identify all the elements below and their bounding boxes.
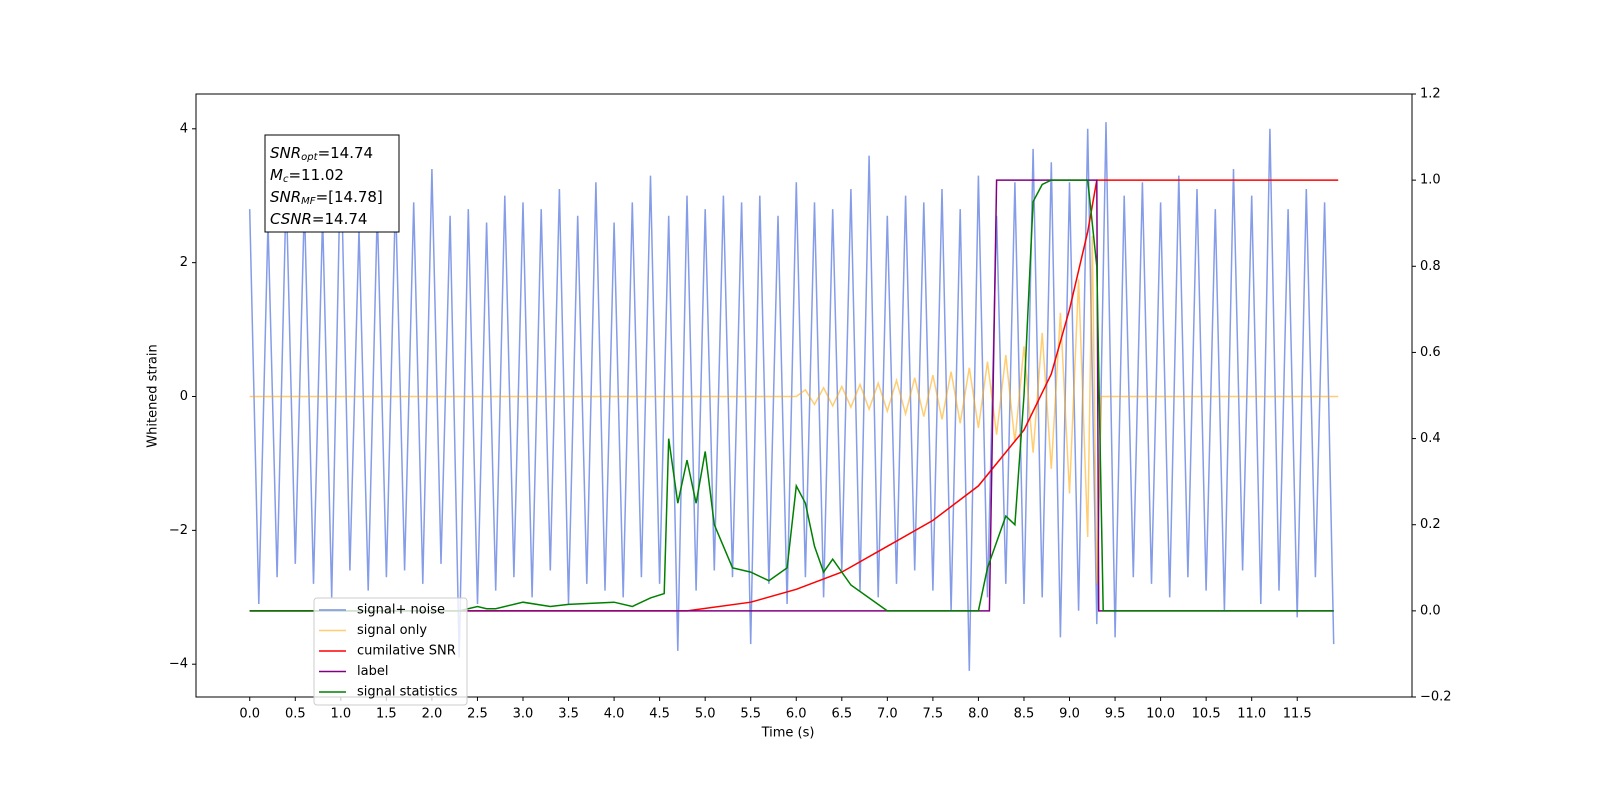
x-tick-label: 3.0 <box>513 707 534 722</box>
annotation-line: SNRopt=14.74 <box>270 144 373 164</box>
legend-label: cumilative SNR <box>357 644 456 659</box>
annotation-value: =[14.78] <box>316 188 383 206</box>
y2-tick-label: −0.2 <box>1420 690 1452 705</box>
x-tick-label: 3.5 <box>558 707 579 722</box>
annotation-subscript: MF <box>301 196 316 207</box>
x-tick-label: 10.0 <box>1146 707 1175 722</box>
series-line <box>249 179 1339 612</box>
x-tick-label: 0.0 <box>239 707 260 722</box>
x-tick-label: 7.5 <box>923 707 944 722</box>
y-axis-label: Whitened strain <box>146 344 161 447</box>
annotation-value: =11.02 <box>288 166 344 184</box>
x-tick-label: 9.5 <box>1105 707 1126 722</box>
legend-box <box>313 597 468 706</box>
y2-tick-label: 1.0 <box>1420 173 1441 188</box>
y2-tick-label: 0.2 <box>1420 517 1441 532</box>
x-tick-label: 8.0 <box>968 707 989 722</box>
annotation-line: Mc=11.02 <box>270 166 344 186</box>
x-tick-label: 4.0 <box>604 707 625 722</box>
annotation-symbol: SNR <box>270 188 301 206</box>
annotation-line: SNRMF=[14.78] <box>270 188 383 208</box>
y-tick-label: 2 <box>180 255 188 270</box>
y2-tick-label: 0.6 <box>1420 345 1441 360</box>
y2-tick-label: 0.0 <box>1420 603 1441 618</box>
annotation-symbol: CSNR <box>270 210 312 228</box>
annotation-value: =14.74 <box>318 144 374 162</box>
annotation-box <box>264 134 400 233</box>
x-tick-label: 1.5 <box>376 707 397 722</box>
series-line <box>249 179 1334 612</box>
x-tick-label: 4.5 <box>649 707 670 722</box>
x-tick-label: 1.0 <box>330 707 351 722</box>
series-line <box>249 235 1339 584</box>
annotation-value: =14.74 <box>312 210 368 228</box>
series-line <box>248 122 1335 671</box>
y-tick-label: 4 <box>180 121 188 136</box>
legend-label: signal+ noise <box>357 603 445 618</box>
legend-label: signal only <box>357 623 427 638</box>
y-tick-label: −4 <box>169 657 188 672</box>
x-tick-label: 9.0 <box>1059 707 1080 722</box>
x-tick-label: 11.0 <box>1237 707 1266 722</box>
legend-label: signal statistics <box>357 685 458 700</box>
y2-tick-label: 0.4 <box>1420 431 1441 446</box>
x-tick-label: 2.5 <box>467 707 488 722</box>
x-tick-label: 11.5 <box>1283 707 1312 722</box>
x-tick-label: 8.5 <box>1014 707 1035 722</box>
y-tick-label: −2 <box>169 523 188 538</box>
x-tick-label: 6.5 <box>831 707 852 722</box>
annotation-symbol: SNR <box>270 144 301 162</box>
x-tick-label: 5.0 <box>695 707 716 722</box>
x-tick-label: 10.5 <box>1192 707 1221 722</box>
plot-frame <box>195 93 1413 698</box>
y2-tick-label: 0.8 <box>1420 259 1441 274</box>
x-tick-label: 7.0 <box>877 707 898 722</box>
x-tick-label: 6.0 <box>786 707 807 722</box>
annotation-line: CSNR=14.74 <box>270 210 367 228</box>
x-axis-label: Time (s) <box>761 726 815 741</box>
annotation-symbol: M <box>270 166 283 184</box>
y2-tick-label: 1.2 <box>1420 87 1441 102</box>
x-tick-label: 0.5 <box>285 707 306 722</box>
x-tick-label: 5.5 <box>740 707 761 722</box>
annotation-subscript: c <box>283 174 289 185</box>
legend-label: label <box>357 664 388 679</box>
x-tick-label: 2.0 <box>422 707 443 722</box>
annotation-subscript: opt <box>301 152 318 163</box>
y-tick-label: 0 <box>180 389 188 404</box>
